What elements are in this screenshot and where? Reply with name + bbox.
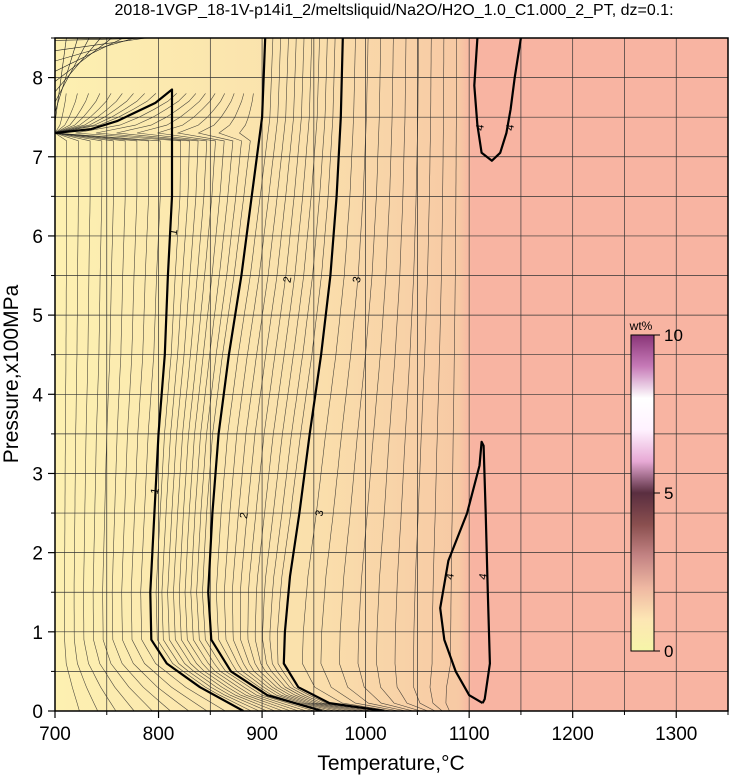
contour-line: [445, 38, 457, 711]
y-tick-label: 2: [32, 544, 43, 565]
y-tick-label: 8: [32, 69, 43, 90]
y-axis: 0 1 2 3 4 5 6 7 8: [32, 37, 55, 723]
x-tick-label: 800: [143, 724, 175, 745]
y-axis-title: Pressure,x100MPa: [0, 284, 23, 463]
contour-label: 4: [504, 124, 517, 132]
contour-line: [339, 38, 407, 711]
y-tick-label: 7: [32, 148, 43, 169]
contour-line: [55, 38, 147, 51]
contour-line: [429, 38, 445, 711]
contour-label: 4: [477, 573, 490, 581]
y-tick-label: 4: [32, 385, 43, 406]
colorbar: wt% 0 5 10: [629, 319, 683, 661]
x-tick-label: 900: [246, 724, 278, 745]
contour-line: [55, 38, 67, 123]
labeled-contour-level-2: [207, 38, 323, 711]
labeled-contour-lines: [55, 38, 522, 711]
labeled-contour-level-3: [282, 38, 385, 711]
contour-line: [55, 38, 113, 82]
contour-line: [55, 38, 79, 113]
contour-line: [269, 38, 372, 711]
contour-label: 1: [168, 228, 181, 236]
contour-line: [302, 38, 392, 711]
plot-title: 2018-1VGP_18-1V-p14i1_2/meltsliquid/Na2O…: [114, 2, 673, 19]
contour-line: [223, 38, 335, 711]
x-tick-label: 1000: [344, 724, 386, 745]
contour-labels: 1 1 2 2 3 3 4 4 4 4: [149, 124, 517, 581]
contour-line: [413, 38, 436, 711]
contour-line: [55, 38, 124, 72]
contour-line: [262, 38, 366, 711]
contour-line: [247, 38, 354, 711]
plot-frame: [54, 37, 729, 712]
contour-label: 3: [351, 276, 364, 284]
contour-line: [357, 38, 414, 711]
colorbar-swatch: [630, 334, 655, 652]
x-tick-label: 1300: [655, 724, 697, 745]
y-tick-label: 0: [32, 702, 43, 723]
labeled-contour-level-4: [439, 440, 491, 705]
labeled-contour-level-4: [473, 38, 522, 162]
colorbar-tick-label: 5: [664, 484, 673, 503]
x-axis: 700 800 900 1000 1100 1200 1300: [39, 711, 729, 745]
x-tick-label: 1100: [449, 724, 490, 745]
contour-line: [55, 38, 90, 103]
contour-label: 3: [314, 509, 327, 517]
y-tick-label: 1: [32, 623, 43, 644]
colorbar-tick-label: 0: [664, 642, 673, 661]
contour-label: 1: [149, 487, 162, 495]
x-tick-label: 700: [39, 724, 71, 745]
colorbar-unit: wt%: [629, 319, 653, 333]
labeled-contour-level-1: [55, 88, 244, 711]
contour-label: 2: [281, 276, 294, 284]
contour-line: [215, 38, 329, 711]
contour-label: 2: [238, 512, 251, 520]
y-tick-label: 3: [32, 464, 43, 485]
x-axis-title: Temperature,°C: [317, 752, 464, 775]
plot-background: [55, 38, 728, 711]
colorbar-ticks: 0 5 10: [654, 326, 683, 661]
contour-line: [376, 38, 421, 711]
contour-line: [231, 38, 341, 711]
contour-line: [276, 38, 379, 711]
contour-label: 4: [474, 124, 487, 132]
colorbar-tick-label: 10: [664, 326, 683, 345]
contour-line: [240, 38, 348, 711]
contour-line: [55, 38, 135, 62]
y-tick-label: 6: [32, 227, 43, 248]
x-tick-label: 1200: [552, 724, 594, 745]
contour-line: [254, 38, 360, 711]
contour-line: [320, 38, 399, 711]
contour-line: [55, 38, 101, 92]
contour-label: 4: [444, 573, 457, 581]
y-tick-label: 5: [32, 306, 43, 327]
